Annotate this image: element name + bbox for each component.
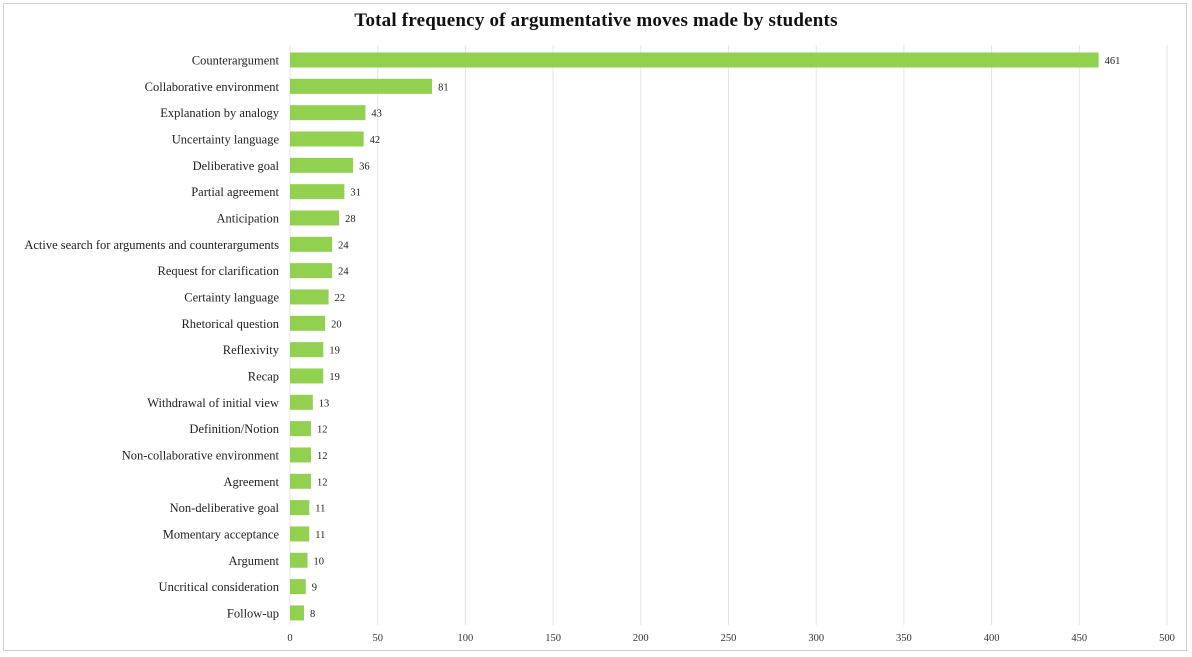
category-label-18: Non-deliberative goal [170, 501, 280, 515]
data-label-22: 8 [310, 609, 315, 620]
bar-20 [290, 552, 308, 568]
data-label-15: 12 [317, 425, 328, 436]
bar-22 [290, 605, 305, 621]
bar-1 [290, 52, 1099, 68]
x-tick-label-500: 500 [1159, 633, 1175, 644]
bar-15 [290, 421, 312, 437]
bar-19 [290, 526, 310, 542]
x-tick-label-350: 350 [896, 633, 912, 644]
x-tick-label-250: 250 [721, 633, 737, 644]
category-label-17: Agreement [223, 475, 279, 489]
bar-4 [290, 131, 364, 147]
x-tick-label-50: 50 [372, 633, 383, 644]
x-tick-label-300: 300 [808, 633, 824, 644]
x-tick-label-0: 0 [287, 633, 292, 644]
bar-17 [290, 473, 312, 489]
data-label-16: 12 [317, 451, 328, 462]
category-label-3: Explanation by analogy [160, 106, 279, 120]
category-label-1: Counterargument [192, 54, 280, 68]
x-tick-label-450: 450 [1071, 633, 1087, 644]
data-label-2: 81 [438, 82, 449, 93]
data-label-18: 11 [315, 504, 325, 515]
data-label-21: 9 [312, 583, 317, 594]
category-label-10: Certainty language [184, 290, 279, 304]
category-label-13: Recap [248, 369, 279, 383]
category-label-8: Active search for arguments and countera… [24, 238, 279, 252]
category-label-9: Request for clarification [158, 264, 280, 278]
data-label-12: 19 [329, 346, 340, 357]
data-label-14: 13 [319, 398, 330, 409]
bar-9 [290, 263, 333, 279]
data-label-11: 20 [331, 319, 342, 330]
category-label-19: Momentary acceptance [163, 527, 280, 541]
bar-16 [290, 447, 312, 463]
category-label-22: Follow-up [227, 606, 279, 620]
category-label-12: Reflexivity [223, 343, 280, 357]
data-label-17: 12 [317, 477, 328, 488]
bar-10 [290, 289, 329, 305]
category-label-4: Uncertainty language [172, 132, 280, 146]
bar-3 [290, 105, 366, 121]
data-label-9: 24 [338, 267, 349, 278]
bar-7 [290, 210, 340, 226]
data-label-5: 36 [359, 161, 370, 172]
data-label-8: 24 [338, 240, 349, 251]
bar-8 [290, 236, 333, 252]
chart-frame [3, 3, 1187, 651]
category-label-6: Partial agreement [191, 185, 279, 199]
category-label-7: Anticipation [217, 211, 280, 225]
data-label-19: 11 [315, 530, 325, 541]
category-label-14: Withdrawal of initial view [147, 396, 279, 410]
category-label-21: Uncritical consideration [159, 580, 280, 594]
bar-21 [290, 579, 306, 595]
x-tick-label-400: 400 [984, 633, 1000, 644]
data-label-1: 461 [1105, 56, 1121, 67]
data-label-10: 22 [335, 293, 346, 304]
chart-title: Total frequency of argumentative moves m… [354, 10, 838, 31]
category-label-16: Non-collaborative environment [122, 448, 280, 462]
category-label-11: Rhetorical question [181, 317, 279, 331]
data-labels: 461 81 43 42 36 31 28 24 24 22 20 19 19 13 12 12 12 11 11 1… [310, 56, 1120, 620]
x-tick-label-150: 150 [545, 633, 561, 644]
category-labels: Counterargument Collaborative environment… [24, 54, 279, 621]
gridlines [289, 45, 1168, 625]
bar-6 [290, 184, 345, 200]
bar-12 [290, 342, 324, 358]
category-label-20: Argument [229, 554, 280, 568]
category-label-2: Collaborative environment [145, 80, 280, 94]
data-label-20: 10 [314, 556, 325, 567]
data-label-6: 31 [350, 188, 361, 199]
bar-2 [290, 78, 433, 94]
x-tick-label-200: 200 [633, 633, 649, 644]
bars [290, 52, 1099, 621]
data-label-13: 19 [329, 372, 340, 383]
data-label-3: 43 [371, 109, 382, 120]
x-tick-label-100: 100 [458, 633, 474, 644]
x-axis-tick-labels: 0 50 100 150 200 250 300 350 400 450 500 [287, 633, 1175, 644]
bar-11 [290, 315, 326, 331]
bar-5 [290, 157, 354, 173]
category-label-15: Definition/Notion [189, 422, 279, 436]
bar-13 [290, 368, 324, 384]
bar-14 [290, 394, 313, 410]
category-label-5: Deliberative goal [193, 159, 280, 173]
bar-18 [290, 500, 310, 516]
data-label-7: 28 [345, 214, 356, 225]
data-label-4: 42 [370, 135, 381, 146]
